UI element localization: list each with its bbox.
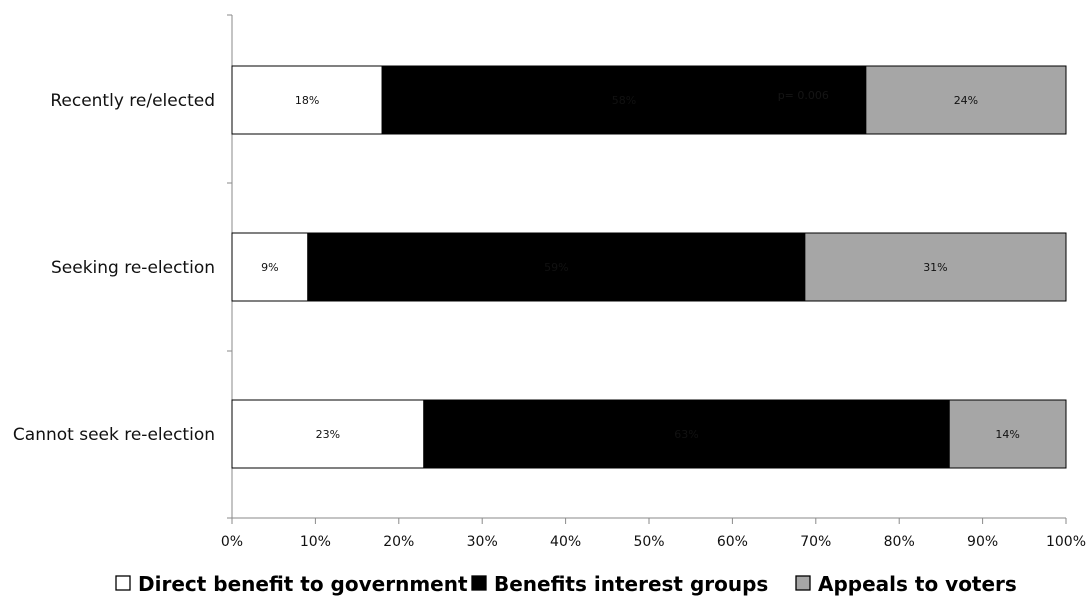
- bar-segment: [948, 399, 1067, 469]
- data-label: 63%: [674, 428, 698, 441]
- bar-segment: [804, 232, 1067, 302]
- bar-segment: [865, 65, 1067, 135]
- data-label: 59%: [544, 261, 568, 274]
- x-tick-label: 90%: [967, 534, 998, 550]
- legend-label: Benefits interest groups: [494, 572, 768, 596]
- x-tick-label: 20%: [383, 534, 414, 550]
- x-tick-label: 30%: [467, 534, 498, 550]
- x-tick-label: 60%: [717, 534, 748, 550]
- legend-swatch: [115, 575, 131, 591]
- bar-segment: [423, 399, 950, 469]
- category-label: Recently re/elected: [50, 91, 215, 111]
- data-label: 23%: [316, 428, 340, 441]
- data-label: 24%: [954, 94, 978, 107]
- annotation-label: p= 0.006: [778, 89, 829, 102]
- legend-swatch: [471, 575, 487, 591]
- bar-segment: [231, 399, 425, 469]
- legend-label: Appeals to voters: [818, 572, 1017, 596]
- x-tick-label: 70%: [800, 534, 831, 550]
- bar-segment: [231, 232, 309, 302]
- legend: Direct benefit to government Benefits int…: [115, 572, 1017, 596]
- category-label: Seeking re-election: [51, 258, 215, 278]
- x-tick-label: 10%: [300, 534, 331, 550]
- axes-layer: 0% 10% 20% 30% 40% 50% 60% 70% 80% 90% 100%: [221, 14, 1086, 550]
- x-tick-label: 0%: [221, 534, 243, 550]
- x-tick-label: 40%: [550, 534, 581, 550]
- legend-swatch: [795, 575, 811, 591]
- legend-item: Appeals to voters: [795, 572, 1017, 596]
- data-label: 18%: [295, 94, 319, 107]
- x-tick-label: 50%: [633, 534, 664, 550]
- data-label: 14%: [995, 428, 1019, 441]
- data-label: 9%: [261, 261, 278, 274]
- category-label: Cannot seek re-election: [13, 425, 215, 445]
- bars-layer: [231, 65, 1067, 469]
- legend-item: Benefits interest groups: [471, 572, 768, 596]
- x-tick-label: 100%: [1046, 534, 1086, 550]
- legend-item: Direct benefit to government: [115, 572, 468, 596]
- bar-segment: [381, 65, 867, 135]
- data-label: 58%: [612, 94, 636, 107]
- data-label: 31%: [923, 261, 947, 274]
- labels-layer: Recently re/elected Seeking re-election Ca…: [13, 89, 1020, 445]
- x-tick-label: 80%: [884, 534, 915, 550]
- legend-label: Direct benefit to government: [138, 572, 468, 596]
